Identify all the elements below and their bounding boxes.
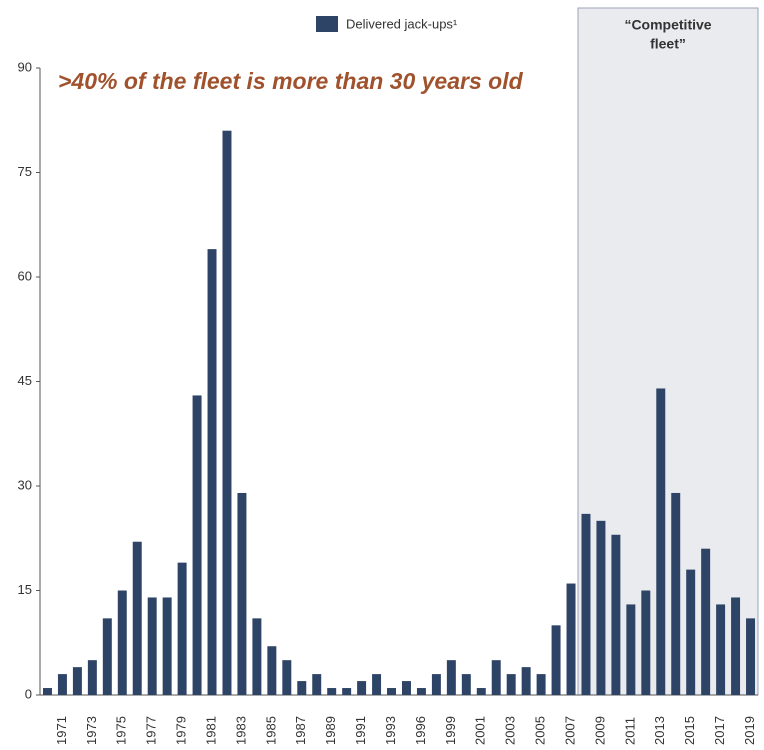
x-tick-label: 1977 [144,716,159,745]
x-tick-label: 1981 [203,716,218,745]
bar [282,660,292,695]
bar [72,667,82,695]
bar [132,541,142,695]
bar [671,492,681,695]
y-tick-label: 45 [18,373,32,388]
bar [611,534,621,695]
competitive-fleet-region [577,7,759,696]
x-tick-label: 2017 [712,716,727,745]
bar [237,492,247,695]
bar [551,625,561,695]
x-tick-label: 1971 [54,716,69,745]
bar [102,618,112,695]
bar [252,618,262,695]
x-tick-label: 2007 [562,716,577,745]
x-tick-label: 1975 [114,716,129,745]
bar [207,249,217,695]
x-tick-label: 1989 [323,716,338,745]
bar [731,597,741,695]
bar [626,604,636,695]
bar [521,667,531,695]
bar [42,688,52,695]
x-tick-label: 2011 [622,717,637,745]
bar [312,674,322,695]
bar [476,688,486,695]
bar [327,688,337,695]
x-tick-label: 1991 [353,716,368,745]
x-tick-label: 2013 [652,716,667,745]
annotation: >40% of the fleet is more than 30 years … [58,68,524,94]
x-tick-label: 2005 [533,716,548,745]
bar [192,395,202,695]
bar [491,660,501,695]
region-label: fleet” [650,36,686,52]
x-tick-label: 1996 [413,716,428,745]
x-tick-label: 2015 [682,716,697,745]
y-tick-label: 60 [18,268,32,283]
bar [581,513,591,695]
region-label: “Competitive [624,17,711,33]
y-tick-label: 75 [18,164,32,179]
bar [656,388,666,695]
bar [162,597,172,695]
bar [446,660,456,695]
bar [372,674,382,695]
x-tick-label: 2009 [592,716,607,745]
x-tick-label: 2019 [742,716,757,745]
bar [222,130,232,695]
bar [177,562,187,695]
bar [416,688,426,695]
legend-swatch [316,16,338,32]
bar [701,548,711,695]
bar [746,618,756,695]
x-tick-label: 1993 [383,716,398,745]
x-tick-label: 2001 [473,716,488,745]
x-tick-label: 1985 [263,716,278,745]
y-tick-label: 30 [18,477,32,492]
x-tick-label: 1973 [84,716,99,745]
bar [461,674,471,695]
x-tick-label: 1979 [174,716,189,745]
bar [431,674,441,695]
bar [506,674,516,695]
y-tick-label: 15 [18,582,32,597]
bar [297,681,307,695]
bar [686,569,696,695]
bar [267,646,277,695]
bar [87,660,97,695]
bar [342,688,352,695]
bar [716,604,726,695]
legend-label: Delivered jack-ups¹ [346,16,458,31]
bar [387,688,397,695]
bar [536,674,546,695]
bar [117,590,127,695]
x-tick-label: 2003 [503,716,518,745]
x-tick-label: 1987 [293,716,308,745]
bar [57,674,67,695]
y-tick-label: 90 [18,59,32,74]
bar [147,597,157,695]
y-tick-label: 0 [25,686,32,701]
bar [566,583,576,695]
x-tick-label: 1999 [443,716,458,745]
x-tick-label: 1983 [233,716,248,745]
bar [596,520,606,695]
bar [401,681,411,695]
bar [641,590,651,695]
bar [357,681,367,695]
